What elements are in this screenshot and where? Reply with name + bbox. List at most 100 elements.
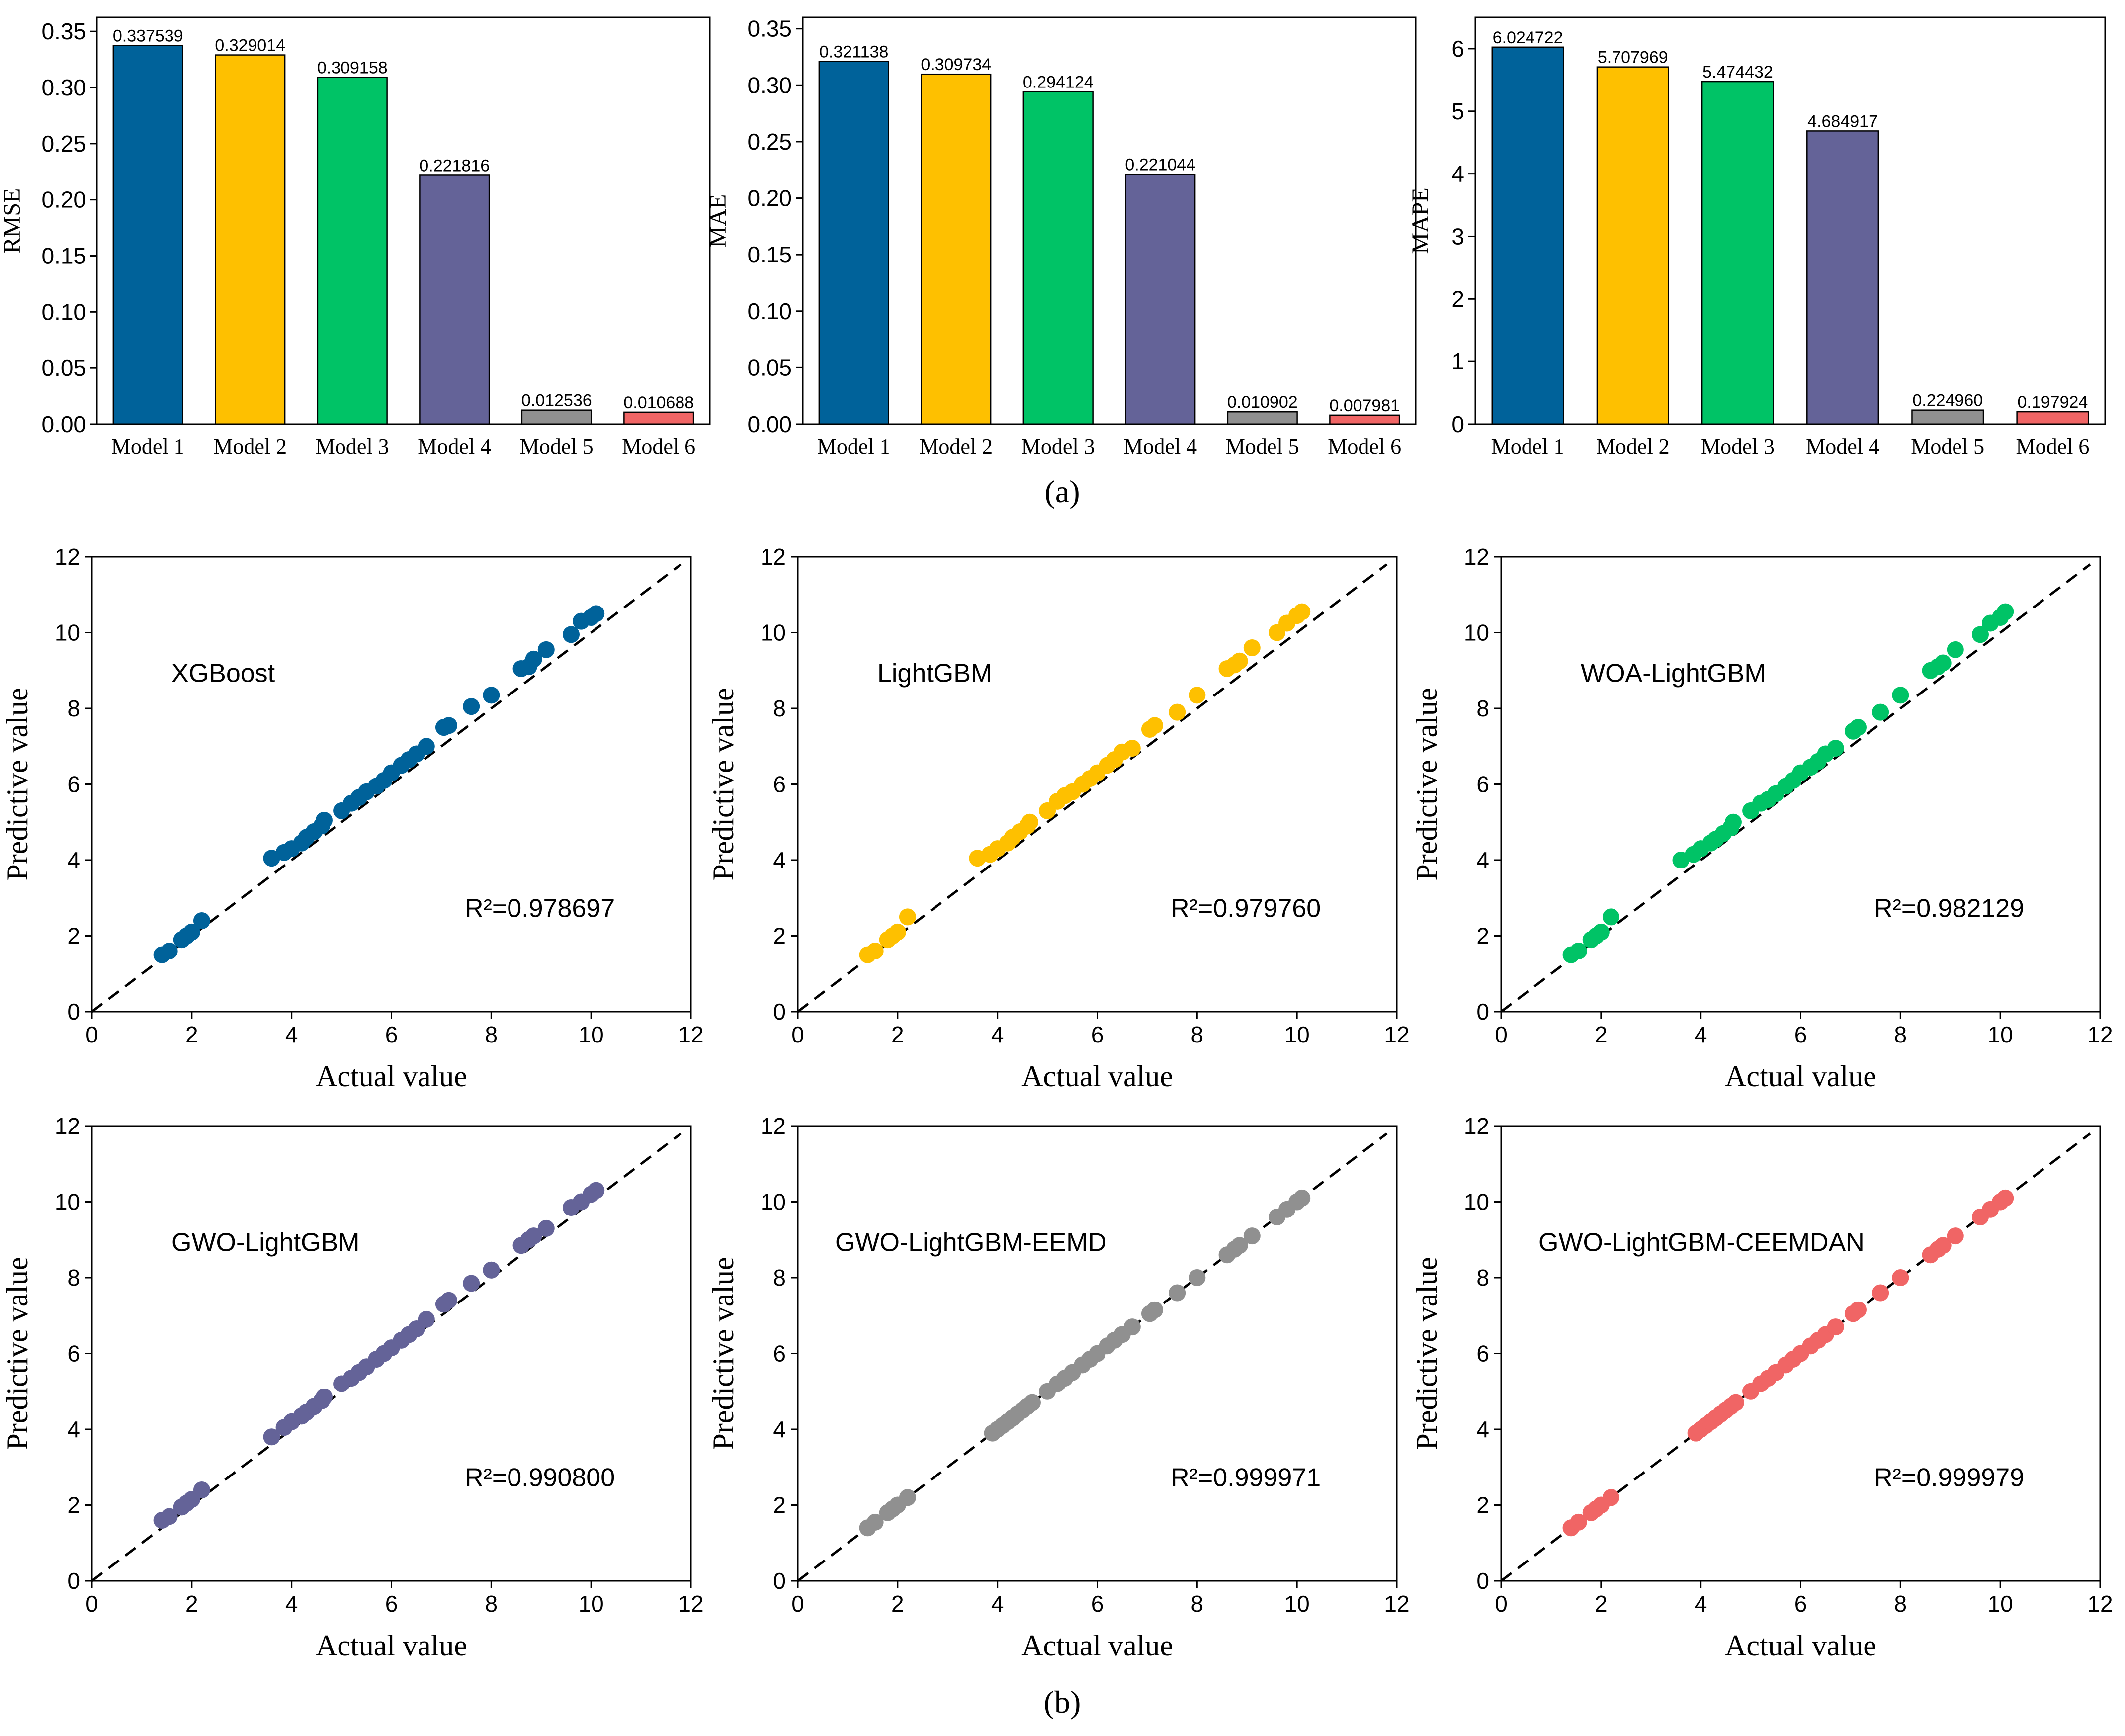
y-tick-label: 10 [1464, 1189, 1489, 1215]
x-tick-label: 6 [385, 1591, 398, 1617]
y-axis-label: Predictive value [1, 688, 34, 880]
data-point [563, 626, 580, 643]
data-point [889, 923, 906, 941]
y-tick-label: 0 [67, 999, 80, 1025]
data-point [525, 1227, 542, 1245]
scatter-chart-3: 00 2 2 4 4 6 6 8 8 10 10 12 12 Actual value Predictive… [1410, 544, 2113, 1093]
bar-value-label-5: 0.010902 [1227, 393, 1298, 412]
x-tick-label-3: Model 3 [316, 434, 389, 459]
x-tick-label-4: Model 4 [418, 434, 491, 459]
y-tick-label: 3 [1451, 223, 1464, 249]
data-point [1021, 813, 1038, 831]
y-tick-label: 6 [773, 1341, 786, 1367]
x-tick-label: 0 [791, 1591, 804, 1617]
x-tick-label: 0 [1495, 1591, 1508, 1617]
y-tick-label: 10 [1464, 620, 1489, 646]
scatter-chart-2: 00 2 2 4 4 6 6 8 8 10 10 12 12 Actual value Predictive… [707, 544, 1410, 1093]
x-tick-label-1: Model 1 [1491, 434, 1565, 459]
y-axis-label: Predictive value [707, 688, 740, 880]
bar-5 [1227, 411, 1298, 425]
r-squared-annotation: R²=0.990800 [465, 1463, 615, 1492]
bar-value-label-1: 0.321138 [819, 42, 888, 61]
data-point [537, 1219, 555, 1237]
data-point [1727, 1394, 1744, 1411]
y-tick-label: 0.05 [41, 355, 86, 381]
data-point [1947, 1227, 1964, 1245]
identity-line [91, 563, 682, 1013]
y-tick-label: 0.35 [747, 16, 792, 42]
y-tick-label: 8 [1476, 1265, 1489, 1291]
bar-value-label-4: 0.221816 [419, 156, 490, 175]
data-point [1146, 1301, 1163, 1318]
bar-1 [112, 45, 183, 425]
y-tick-label: 0 [1451, 411, 1464, 437]
bar-4 [419, 174, 490, 425]
y-tick-label: 6 [1476, 772, 1489, 797]
x-tick-label: 4 [1695, 1022, 1707, 1047]
y-tick-label: 2 [1476, 923, 1489, 949]
bar-value-label-6: 0.197924 [2018, 393, 2088, 412]
data-point [440, 1292, 457, 1309]
x-tick-label: 8 [485, 1022, 498, 1047]
x-axis-label: Actual value [1021, 1629, 1173, 1662]
x-tick-label-4: Model 4 [1123, 434, 1197, 459]
model-name-label: GWO-LightGBM-EEMD [835, 1228, 1106, 1257]
data-point [1592, 923, 1610, 941]
data-point [463, 698, 480, 715]
data-point [463, 1275, 480, 1292]
y-axis-label: RMSE [0, 188, 25, 254]
data-point [1827, 740, 1844, 757]
y-tick-label: 0.20 [747, 185, 792, 211]
y-tick-label: 4 [1451, 161, 1464, 187]
y-tick-label: 8 [67, 1265, 80, 1291]
y-tick-label: 0 [67, 1568, 80, 1594]
y-tick-label: 0.10 [747, 298, 792, 324]
y-tick-label: 0.20 [41, 187, 86, 213]
x-axis-label: Actual value [1725, 1060, 1876, 1093]
y-tick-label: 0.30 [747, 72, 792, 98]
data-point [483, 1261, 500, 1279]
bar-value-label-2: 5.707969 [1598, 48, 1668, 67]
bar-4 [1806, 130, 1879, 425]
bar-5 [1911, 409, 1984, 425]
x-tick-label-5: Model 5 [1226, 434, 1299, 459]
x-tick-label-2: Model 2 [1596, 434, 1670, 459]
y-tick-label: 4 [773, 847, 786, 873]
x-tick-label: 2 [891, 1591, 904, 1617]
y-tick-label: 0.35 [41, 18, 86, 44]
data-point [1934, 1237, 1952, 1254]
data-point [161, 1508, 178, 1525]
x-tick-label: 2 [1595, 1022, 1608, 1047]
y-tick-label: 10 [55, 620, 80, 646]
y-tick-label: 1 [1451, 348, 1464, 374]
bar-1 [1491, 46, 1564, 425]
data-point [483, 687, 500, 704]
x-tick-label: 0 [85, 1022, 98, 1047]
data-point [1849, 719, 1867, 736]
scatter-chart-5: 00 2 2 4 4 6 6 8 8 10 10 12 12 Actual value Predictive… [707, 1113, 1410, 1662]
y-tick-label: 2 [1451, 286, 1464, 312]
y-axis-label: MAPE [1407, 187, 1434, 254]
data-point [1724, 813, 1742, 831]
data-point [1602, 908, 1619, 926]
y-axis-label: Predictive value [707, 1257, 740, 1450]
x-tick-label: 10 [1988, 1591, 2013, 1617]
bar-value-label-5: 0.012536 [521, 391, 592, 410]
data-point [1023, 1394, 1041, 1411]
x-tick-label-3: Model 3 [1701, 434, 1775, 459]
data-point [899, 908, 916, 926]
x-tick-label: 8 [485, 1591, 498, 1617]
bar-4 [1125, 174, 1196, 425]
data-point [899, 1489, 916, 1506]
y-tick-label: 12 [55, 1113, 80, 1139]
r-squared-annotation: R²=0.999971 [1171, 1463, 1321, 1492]
data-point [1947, 641, 1964, 658]
bar-6 [2016, 411, 2089, 425]
scatter-chart-1: 00 2 2 4 4 6 6 8 8 10 10 12 12 Actual value Predictive… [1, 544, 704, 1093]
y-axis-label: Predictive value [1410, 688, 1443, 880]
x-tick-label-2: Model 2 [213, 434, 287, 459]
y-tick-label: 0 [1476, 999, 1489, 1025]
y-tick-label: 0.15 [747, 242, 792, 267]
x-tick-label: 10 [1988, 1022, 2013, 1047]
